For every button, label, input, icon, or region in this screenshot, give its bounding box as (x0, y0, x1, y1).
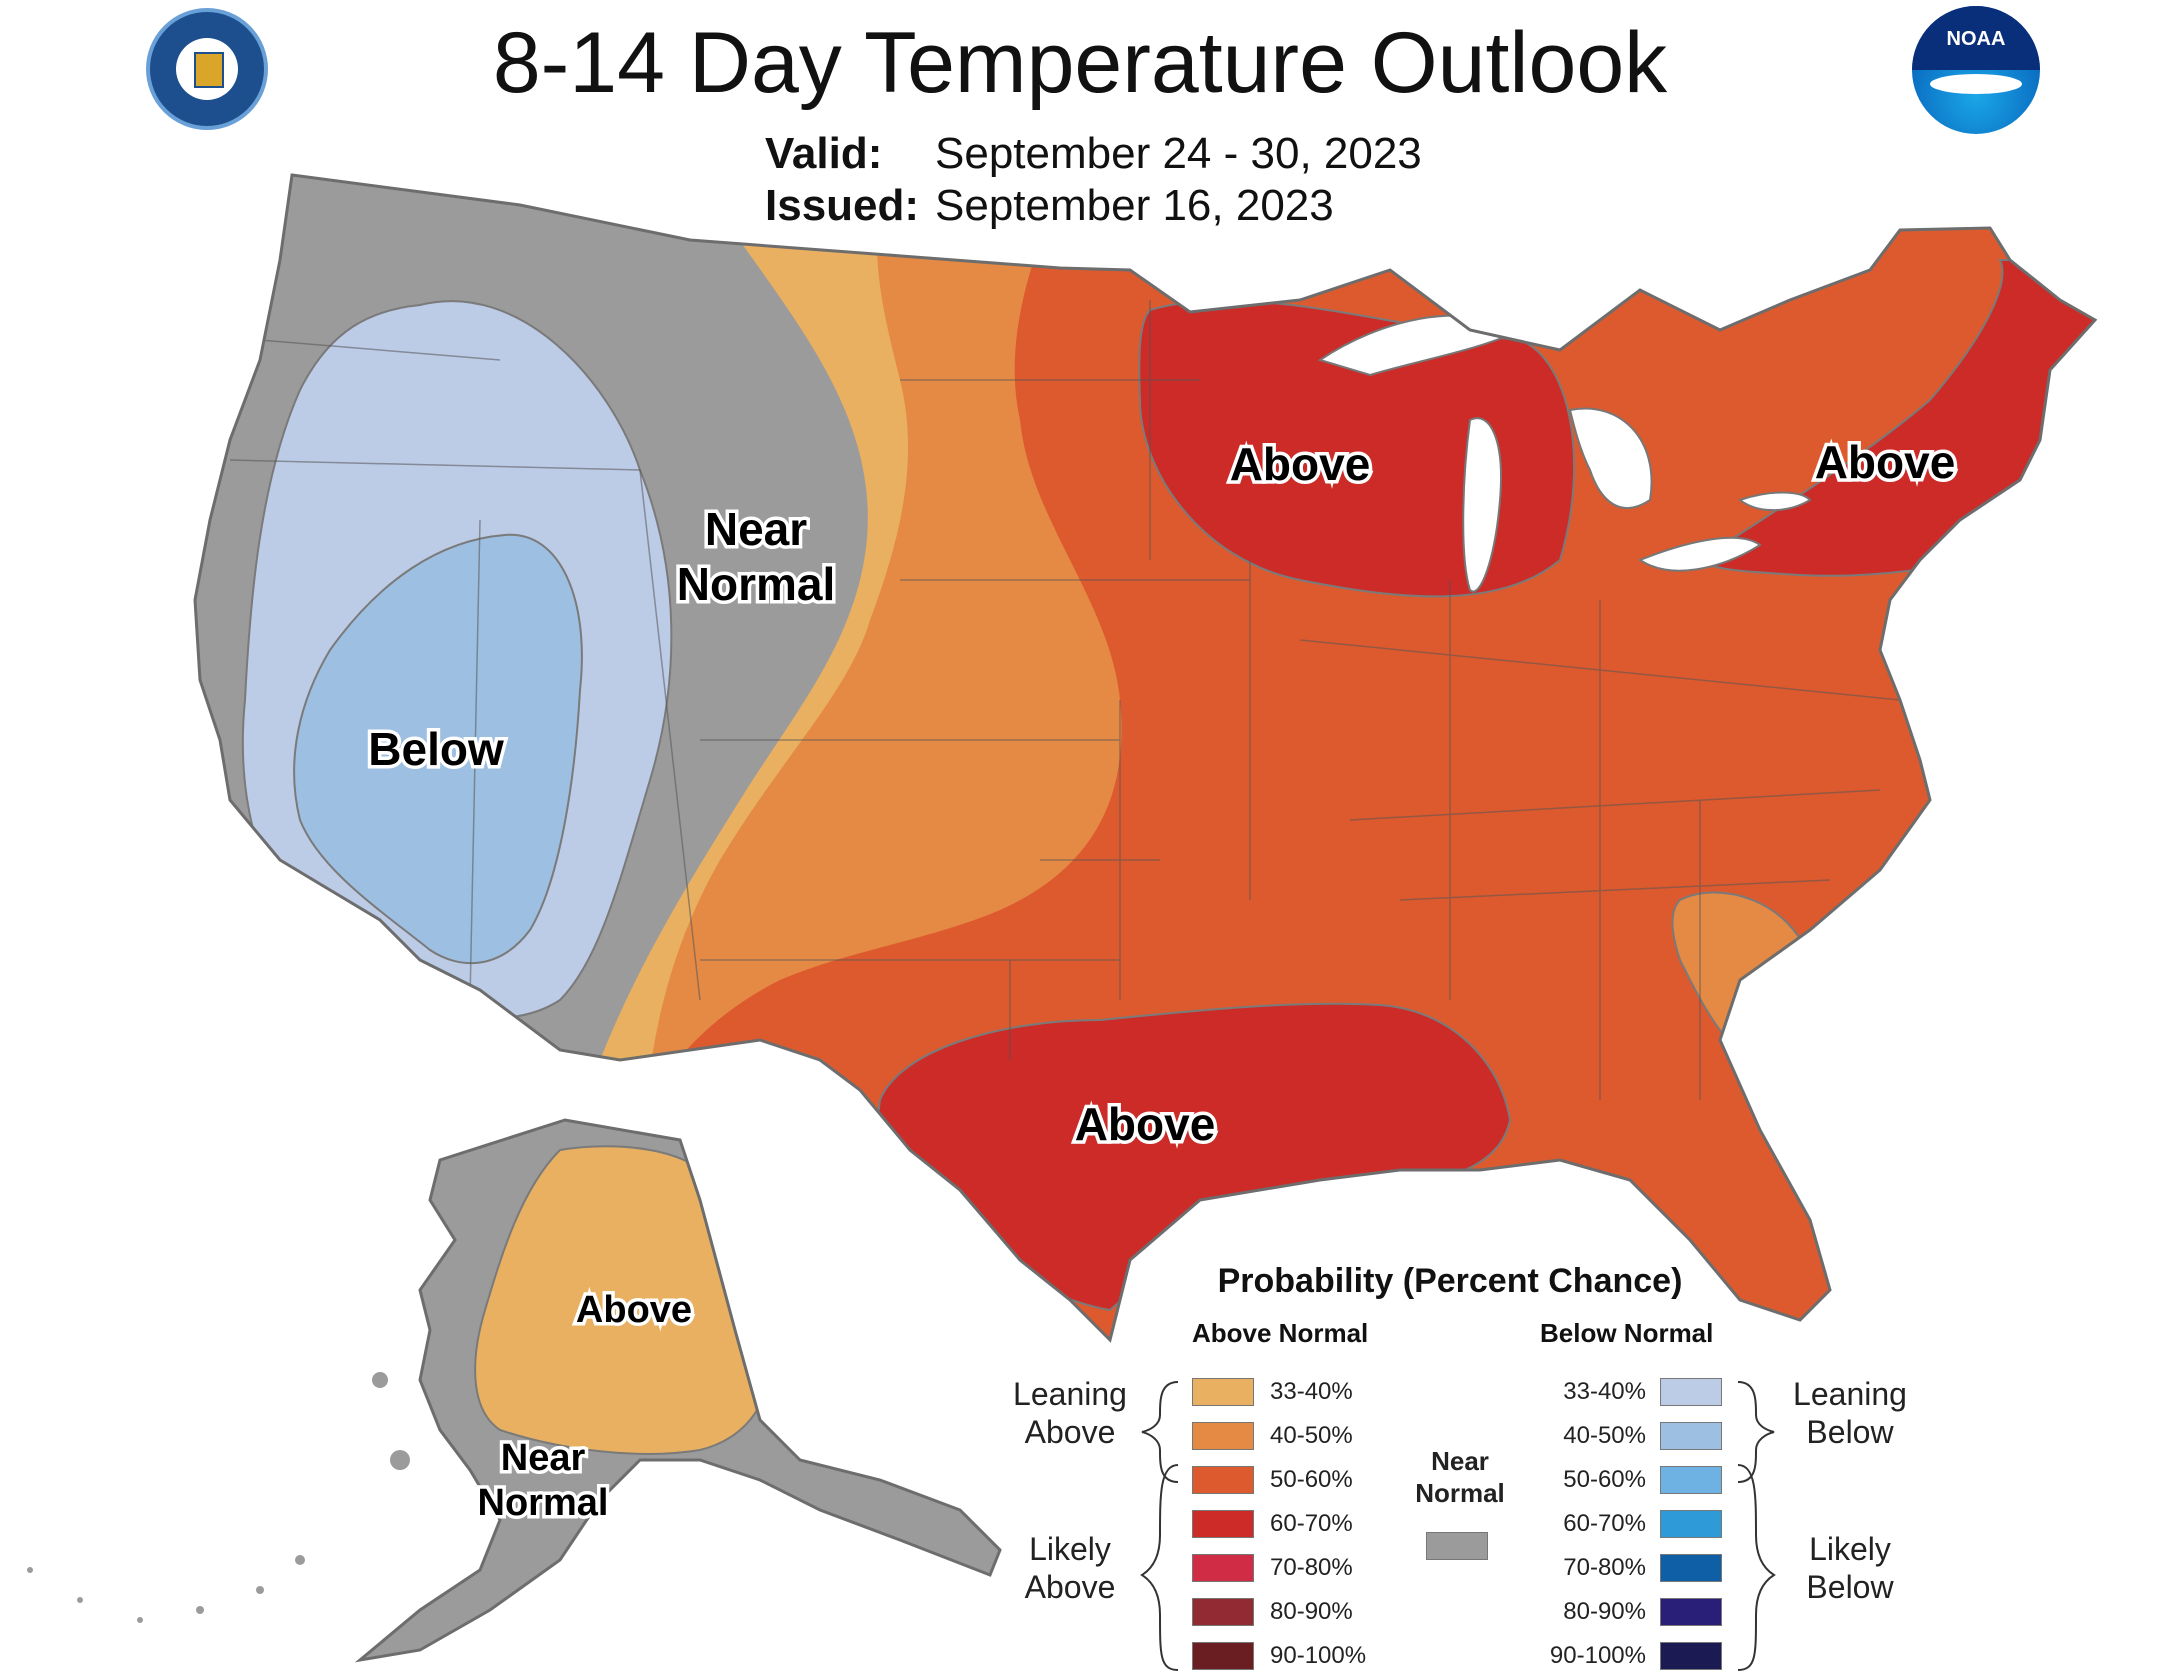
legend-range-label: 50-60% (1270, 1466, 1353, 1493)
leaning-above-line1: Leaning (1013, 1376, 1127, 1412)
state-boundaries (229, 300, 1901, 1100)
legend-swatch-above (1192, 1378, 1254, 1406)
legend-row-above: 33-40% (1192, 1377, 1353, 1407)
page-title: 8-14 Day Temperature Outlook (492, 15, 1668, 111)
issued-label: Issued: (765, 181, 920, 230)
legend-range-label: 40-50% (1270, 1422, 1353, 1449)
legend-row-above: 60-70% (1192, 1509, 1353, 1539)
label-below: Below (368, 723, 504, 775)
label-near-normal-line1: Near (705, 503, 807, 555)
legend-swatch-above (1192, 1510, 1254, 1538)
legend-swatch-below (1660, 1510, 1722, 1538)
label-above-texas: Above (1075, 1098, 1216, 1150)
leaning-above-line2: Above (1024, 1414, 1116, 1450)
legend-swatch-above (1192, 1422, 1254, 1450)
legend-range-label: 50-60% (1563, 1466, 1646, 1493)
legend-swatch-below (1660, 1642, 1722, 1670)
legend-range-label: 90-100% (1270, 1642, 1367, 1669)
lake-michigan (1462, 417, 1502, 593)
legend-swatch-above (1192, 1554, 1254, 1582)
lake-ontario (1737, 491, 1812, 512)
legend-below-header: Below Normal (1540, 1318, 1714, 1348)
legend-row-below: 70-80% (1528, 1553, 1722, 1583)
label-near-normal-line2: Normal (677, 558, 835, 610)
legend-range-label: 33-40% (1270, 1378, 1353, 1405)
legend-swatch-below (1660, 1422, 1722, 1450)
outlook-dates: Valid: September 24 - 30, 2023 Issued: Sep… (765, 128, 1422, 232)
near-normal-header: Near Normal (1395, 1445, 1525, 1509)
legend-title: Probability (Percent Chance) (1217, 1262, 1683, 1300)
legend-row-above: 40-50% (1192, 1421, 1353, 1451)
label-above-midwest: Above (1230, 438, 1371, 490)
legend-row-below: 80-90% (1528, 1597, 1722, 1627)
label-alaska-above: Above (576, 1289, 692, 1331)
near-normal-line1: Near (1431, 1446, 1489, 1476)
legend-row-above: 90-100% (1192, 1641, 1366, 1671)
likely-above-line1: Likely (1029, 1531, 1111, 1567)
legend-range-label: 60-70% (1270, 1510, 1353, 1537)
leaning-above-label: Leaning Above (1000, 1375, 1140, 1451)
region-below-40-50 (293, 533, 583, 965)
legend-row-below: 90-100% (1528, 1641, 1722, 1671)
legend-swatch-above (1192, 1642, 1254, 1670)
legend-range-label: 80-90% (1270, 1598, 1353, 1625)
legend-row-below: 40-50% (1528, 1421, 1722, 1451)
lake-erie (1637, 536, 1762, 572)
near-normal-swatch (1426, 1532, 1488, 1560)
legend-range-label: 33-40% (1563, 1378, 1646, 1405)
legend-row-below: 60-70% (1528, 1509, 1722, 1539)
likely-below-line2: Below (1806, 1569, 1894, 1605)
legend-range-label: 90-100% (1549, 1642, 1646, 1669)
legend-swatch-below (1660, 1598, 1722, 1626)
legend-row-above: 50-60% (1192, 1465, 1353, 1495)
legend-range-label: 70-80% (1563, 1554, 1646, 1581)
leaning-below-line2: Below (1806, 1414, 1894, 1450)
aleutian-islands (27, 1372, 410, 1623)
leaning-below-line1: Leaning (1793, 1376, 1907, 1412)
likely-below-line1: Likely (1809, 1531, 1891, 1567)
legend-row-below: 50-60% (1528, 1465, 1722, 1495)
legend-above-header: Above Normal (1192, 1318, 1369, 1348)
label-alaska-near-line1: Near (501, 1437, 586, 1479)
legend-swatch-below (1660, 1466, 1722, 1494)
legend-row-below: 33-40% (1528, 1377, 1722, 1407)
valid-label: Valid: (765, 129, 883, 178)
likely-above-label: Likely Above (1000, 1530, 1140, 1606)
conus-regions (195, 175, 2095, 1340)
noaa-logo-text: NOAA (1946, 28, 2006, 50)
legend-swatch-above (1192, 1466, 1254, 1494)
legend-swatch-above (1192, 1598, 1254, 1626)
legend-swatch-below (1660, 1378, 1722, 1406)
likely-above-line2: Above (1024, 1569, 1116, 1605)
legend-range-label: 60-70% (1563, 1510, 1646, 1537)
issued-value: September 16, 2023 (935, 181, 1334, 230)
legend-row-above: 70-80% (1192, 1553, 1353, 1583)
label-above-northeast: Above (1815, 436, 1956, 488)
legend-swatch-below (1660, 1554, 1722, 1582)
near-normal-line2: Normal (1415, 1478, 1505, 1508)
legend-range-label: 40-50% (1563, 1422, 1646, 1449)
leaning-below-label: Leaning Below (1780, 1375, 1920, 1451)
legend-braces (1140, 1381, 1776, 1671)
legend-row-above: 80-90% (1192, 1597, 1353, 1627)
lake-huron (1568, 407, 1653, 510)
legend-range-label: 70-80% (1270, 1554, 1353, 1581)
label-alaska-near-line2: Normal (478, 1482, 609, 1524)
likely-below-label: Likely Below (1780, 1530, 1920, 1606)
valid-value: September 24 - 30, 2023 (935, 129, 1422, 178)
legend-range-label: 80-90% (1563, 1598, 1646, 1625)
department-of-commerce-seal-icon (146, 8, 268, 130)
